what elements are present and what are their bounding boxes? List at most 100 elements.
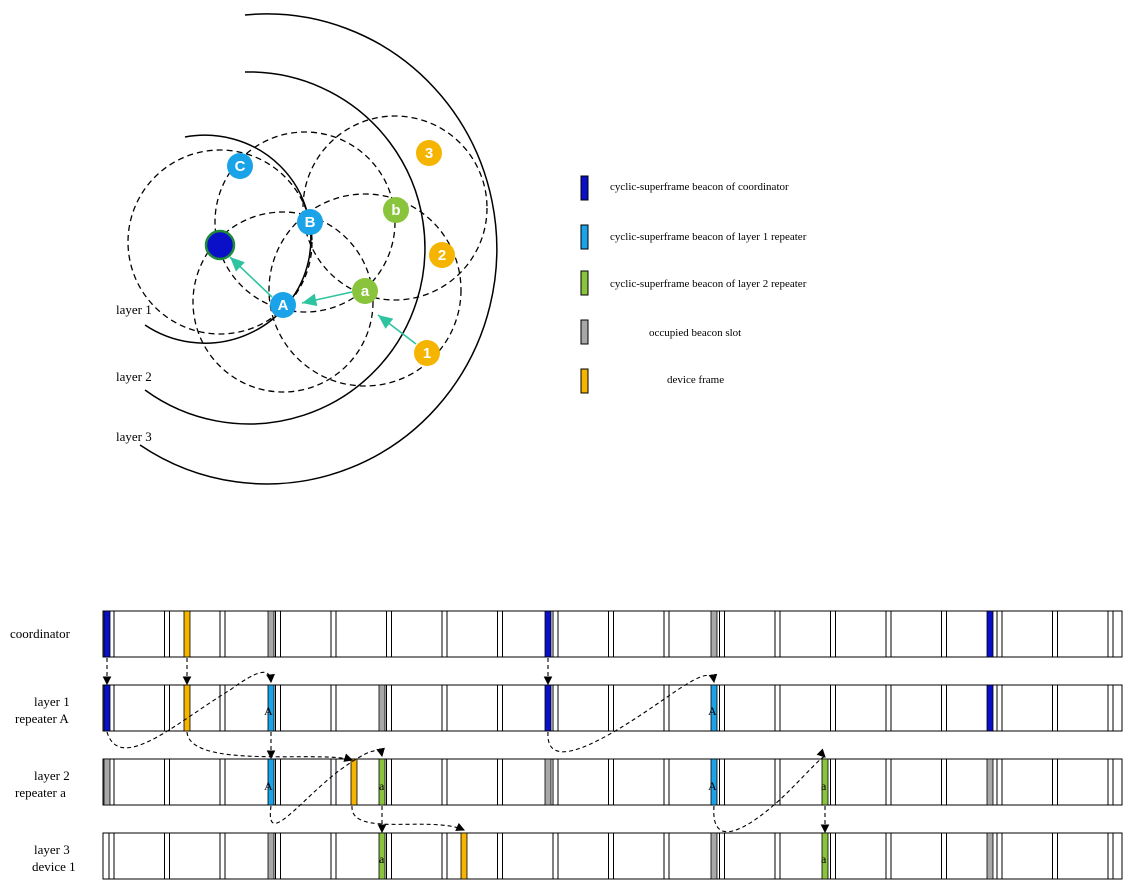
slot-occupied (267, 832, 275, 880)
arrow-1-to-a (377, 314, 417, 345)
slot-occupied (103, 758, 111, 806)
timeline: coordinator layer 1 repeater A layer 2 r… (10, 610, 1123, 880)
timeline-row (102, 610, 1123, 658)
node-2-label: 2 (438, 247, 446, 264)
timeline-row-frame (102, 832, 1123, 880)
node-b: b (383, 197, 409, 223)
slot-layer2-beacon (378, 758, 386, 806)
row-label-layer2-line1: layer 2 (34, 768, 70, 783)
node-3-label: 3 (425, 145, 433, 162)
legend-swatch-occupied (580, 319, 589, 345)
timeline-row (102, 758, 1123, 806)
slot-layer1-beacon (267, 684, 275, 732)
slot-coordinator-beacon (544, 610, 552, 658)
node-C-label: C (235, 158, 246, 175)
legend-label-occupied: occupied beacon slot (649, 327, 741, 339)
slot-occupied (710, 832, 718, 880)
row-label-layer3-line1: layer 3 (34, 842, 70, 857)
topology: C B A b a 3 2 1 layer 1 (116, 13, 498, 485)
slot-label-layer3-a-2: a (821, 852, 827, 866)
arrow-a-to-A (301, 291, 353, 307)
slot-label-layer2-A-2: A (708, 779, 717, 793)
coverage-coordinator (127, 149, 313, 335)
slot-occupied (267, 610, 275, 658)
row-label-layer2-line2: repeater a (15, 785, 66, 800)
layer-2-boundary (144, 71, 426, 425)
timeline-row (102, 684, 1123, 732)
slot-label-layer2-a-2: a (821, 779, 827, 793)
slot-occupied (986, 758, 994, 806)
relay-arrow (186, 731, 354, 762)
legend-swatch-device (580, 368, 589, 394)
slot-occupied (378, 684, 386, 732)
slot-coordinator-beacon (986, 610, 994, 658)
layer-2-label: layer 2 (116, 369, 152, 384)
slot-label-layer1-A: A (264, 704, 273, 718)
timeline-row (102, 832, 1123, 880)
coverage-b (302, 115, 488, 301)
relay-arrow (713, 748, 826, 833)
slot-device (460, 832, 468, 880)
legend-label-layer1: cyclic-superframe beacon of layer 1 repe… (610, 231, 807, 243)
slot-coordinator-beacon (103, 684, 111, 732)
row-label-layer3-line2: device 1 (32, 859, 76, 874)
slot-occupied (544, 758, 552, 806)
slot-device (183, 684, 191, 732)
arrow-A-to-coordinator (229, 256, 273, 298)
slot-label-layer3-a: a (379, 852, 385, 866)
node-1-label: 1 (423, 345, 431, 362)
slot-occupied (986, 832, 994, 880)
node-a: a (352, 278, 378, 304)
slot-device (350, 758, 358, 806)
slot-label-layer2-a: a (379, 779, 385, 793)
legend-swatch-layer2 (580, 270, 589, 296)
node-B-label: B (305, 214, 316, 231)
node-B: B (297, 209, 323, 235)
legend-label-device: device frame (667, 374, 724, 386)
slot-label-layer1-A-2: A (708, 704, 717, 718)
coverage-A (192, 211, 374, 393)
relay-arrow (351, 805, 466, 831)
slot-layer2-beacon (821, 758, 829, 806)
slot-layer1-beacon (710, 758, 718, 806)
slot-layer1-beacon (710, 684, 718, 732)
node-b-label: b (391, 202, 400, 219)
node-A: A (270, 292, 296, 318)
layer-1-label: layer 1 (116, 302, 152, 317)
vertical-arrows (102, 658, 830, 834)
slot-coordinator-beacon (103, 610, 111, 658)
node-2: 2 (429, 242, 455, 268)
timeline-row-frame (102, 758, 1123, 806)
layer-3-label: layer 3 (116, 429, 152, 444)
legend-label-coordinator: cyclic-superframe beacon of coordinator (610, 181, 789, 193)
relay-arrows (106, 671, 826, 833)
slot-coordinator-beacon (986, 684, 994, 732)
legend-label-layer2: cyclic-superframe beacon of layer 2 repe… (610, 278, 807, 290)
slot-occupied (710, 610, 718, 658)
node-1: 1 (414, 340, 440, 366)
node-A-label: A (278, 297, 289, 314)
layer-1-boundary (144, 134, 312, 344)
layer-3-boundary (139, 13, 498, 485)
slot-label-layer2-A: A (264, 779, 273, 793)
legend-swatch-layer1 (580, 224, 589, 250)
relay-arrow (547, 673, 718, 753)
row-label-layer1-line2: repeater A (15, 711, 69, 726)
slot-coordinator-beacon (544, 684, 552, 732)
row-label-layer1-line1: layer 1 (34, 694, 70, 709)
coverage-a (268, 193, 462, 387)
timeline-row-frame (102, 684, 1123, 732)
node-3: 3 (416, 140, 442, 166)
row-label-coordinator: coordinator (10, 626, 71, 641)
timeline-row-frame (102, 610, 1123, 658)
node-coordinator (204, 229, 236, 261)
slot-device (183, 610, 191, 658)
node-C: C (227, 153, 253, 179)
node-a-label: a (361, 283, 370, 300)
relay-arrow (269, 747, 385, 824)
timeline-rows (102, 610, 1123, 880)
relay-arrow (106, 671, 275, 749)
legend-swatch-coordinator (580, 175, 589, 201)
legend: cyclic-superframe beacon of coordinator … (580, 175, 807, 394)
